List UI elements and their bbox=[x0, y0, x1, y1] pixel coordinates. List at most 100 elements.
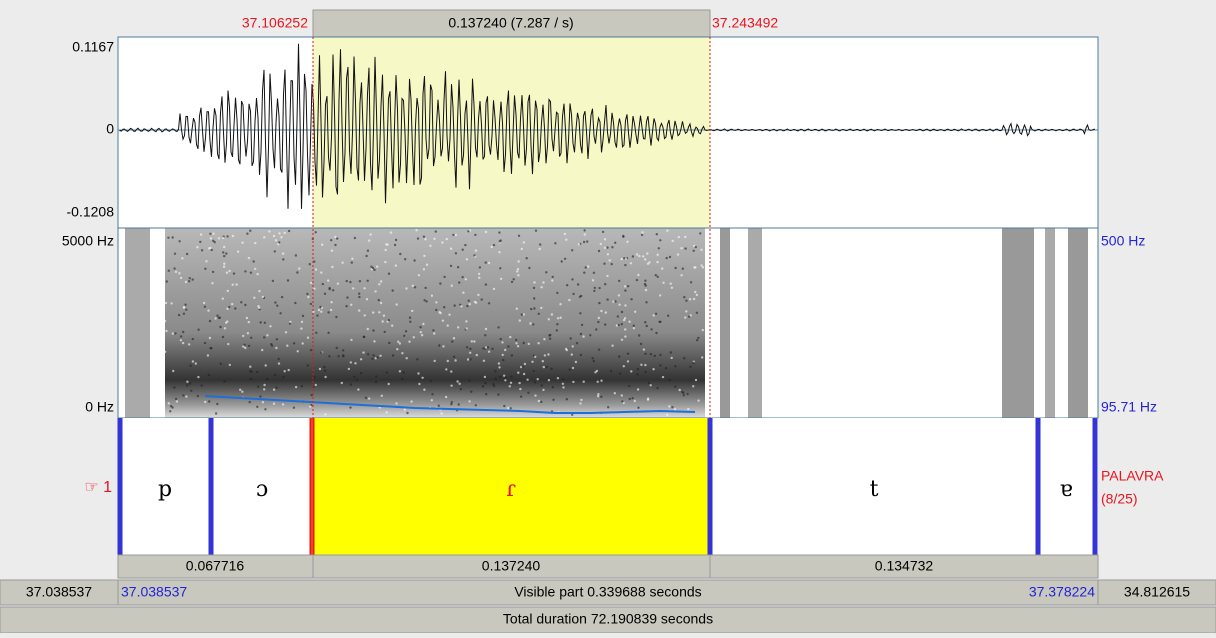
spectrogram-speck bbox=[172, 332, 174, 334]
spectrogram-speck bbox=[592, 279, 594, 281]
spectrogram-speck bbox=[182, 342, 184, 344]
spectrogram-speck bbox=[624, 285, 626, 287]
spectrogram-speck bbox=[583, 381, 585, 383]
spectrogram-speck bbox=[571, 353, 573, 355]
spectrogram-speck bbox=[180, 277, 182, 279]
spectrogram-speck bbox=[351, 258, 353, 260]
spectrogram-speck bbox=[484, 376, 486, 378]
spectrogram-speck bbox=[424, 238, 426, 240]
spectrogram-speck bbox=[681, 391, 683, 393]
spectrogram-speck bbox=[271, 345, 273, 347]
spectrogram-speck bbox=[502, 354, 504, 356]
spectrogram-speck bbox=[241, 391, 243, 393]
spectrogram-speck bbox=[630, 262, 632, 264]
spectrogram-speck bbox=[562, 383, 564, 385]
spectrogram-band bbox=[1002, 228, 1034, 418]
spectrogram-speck bbox=[178, 314, 180, 316]
spectrogram-speck bbox=[259, 395, 261, 397]
spectrogram-speck bbox=[583, 241, 585, 243]
spectrogram-speck bbox=[537, 342, 539, 344]
spectrogram-speck bbox=[700, 249, 702, 251]
spectrogram-speck bbox=[167, 237, 169, 239]
spectrogram-speck bbox=[685, 310, 687, 312]
spectrogram-speck bbox=[178, 272, 180, 274]
spectrogram-speck bbox=[310, 282, 312, 284]
spectrogram-speck bbox=[183, 313, 185, 315]
spectrogram-speck bbox=[624, 264, 626, 266]
spectrogram-speck bbox=[365, 397, 367, 399]
spectrogram-speck bbox=[205, 260, 207, 262]
spectrogram-speck bbox=[315, 332, 317, 334]
spectrogram-speck bbox=[274, 250, 276, 252]
spectrogram-speck bbox=[367, 353, 369, 355]
tier-number[interactable]: ☞ 1 bbox=[84, 479, 112, 496]
spectrogram-speck bbox=[578, 243, 580, 245]
spectrogram-speck bbox=[375, 375, 377, 377]
spectrogram-speck bbox=[469, 303, 471, 305]
spectrogram-speck bbox=[263, 236, 265, 238]
spectrogram-speck bbox=[210, 347, 212, 349]
spectrogram-speck bbox=[310, 303, 312, 305]
spectrogram-speck bbox=[399, 370, 401, 372]
spectrogram-speck bbox=[623, 257, 625, 259]
spectrogram-speck bbox=[207, 309, 209, 311]
spectrogram-speck bbox=[519, 388, 521, 390]
spectrogram-speck bbox=[517, 345, 519, 347]
spectrogram-speck bbox=[192, 338, 194, 340]
spectrogram-speck bbox=[315, 231, 317, 233]
spectrogram-speck bbox=[225, 252, 227, 254]
spectrogram-speck bbox=[345, 305, 347, 307]
spectrogram-speck bbox=[190, 390, 192, 392]
spectrogram-speck bbox=[276, 338, 278, 340]
spectrogram-speck bbox=[318, 309, 320, 311]
spectrogram-speck bbox=[515, 339, 517, 341]
spectrogram-speck bbox=[656, 261, 658, 263]
spectrogram-speck bbox=[485, 346, 487, 348]
spectrogram-speck bbox=[382, 320, 384, 322]
spectrogram-speck bbox=[618, 355, 620, 357]
spectrogram-speck bbox=[421, 377, 423, 379]
spectrogram-speck bbox=[181, 257, 183, 259]
spectrogram-speck bbox=[540, 401, 542, 403]
spectrogram-speck bbox=[552, 386, 554, 388]
spectrogram-speck bbox=[276, 305, 278, 307]
spectrogram-speck bbox=[628, 321, 630, 323]
spectrogram-speck bbox=[682, 268, 684, 270]
spectrogram-speck bbox=[281, 296, 283, 298]
spectrogram-speck bbox=[350, 361, 352, 363]
interval-duration: 0.134732 bbox=[875, 558, 934, 574]
spectrogram-speck bbox=[604, 238, 606, 240]
spectrogram-speck bbox=[375, 381, 377, 383]
spectrogram-speck bbox=[540, 307, 542, 309]
spectrogram-speck bbox=[201, 384, 203, 386]
spectrogram-speck bbox=[614, 300, 616, 302]
spectrogram-speck bbox=[593, 272, 595, 274]
spectrogram-speck bbox=[534, 356, 536, 358]
spectrogram-speck bbox=[175, 271, 177, 273]
spectrogram-speck bbox=[351, 261, 353, 263]
spectrogram-speck bbox=[627, 285, 629, 287]
spectrogram-speck bbox=[188, 280, 190, 282]
spectrogram-speck bbox=[531, 361, 533, 363]
spectrogram-speck bbox=[454, 304, 456, 306]
spectrogram-speck bbox=[657, 276, 659, 278]
spectrogram-speck bbox=[313, 288, 315, 290]
spectrogram-speck bbox=[223, 266, 225, 268]
spectrogram-speck bbox=[246, 233, 248, 235]
spectrogram-speck bbox=[539, 248, 541, 250]
spectrogram-speck bbox=[315, 268, 317, 270]
spectrogram-speck bbox=[450, 265, 452, 267]
spectrogram-speck bbox=[448, 314, 450, 316]
spectrogram-speck bbox=[216, 403, 218, 405]
spectrogram-speck bbox=[268, 230, 270, 232]
spectrogram-speck bbox=[515, 342, 517, 344]
spectrogram-speck bbox=[468, 300, 470, 302]
spectrogram-speck bbox=[561, 260, 563, 262]
spectrogram-speck bbox=[669, 379, 671, 381]
spectrogram-speck bbox=[618, 304, 620, 306]
spectrogram-speck bbox=[362, 351, 364, 353]
spectrogram-speck bbox=[250, 272, 252, 274]
spectrogram-speck bbox=[668, 405, 670, 407]
spectrogram-speck bbox=[358, 309, 360, 311]
spectrogram-speck bbox=[497, 326, 499, 328]
